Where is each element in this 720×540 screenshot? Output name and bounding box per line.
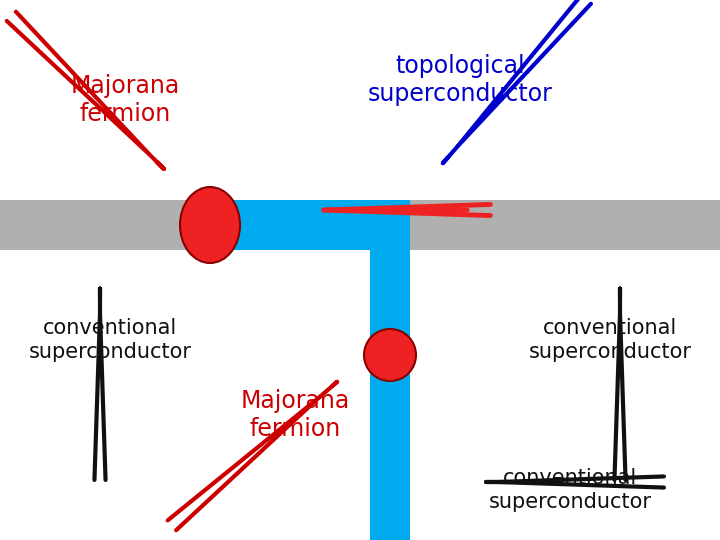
Bar (370, 200, 410, 540)
Text: conventional
superconductor: conventional superconductor (29, 319, 192, 362)
Text: conventional
superconductor: conventional superconductor (488, 468, 652, 511)
Bar (0, 200, 720, 250)
Text: Majorana
fermion: Majorana fermion (71, 74, 179, 126)
Circle shape (364, 329, 416, 381)
Text: topological
superconductor: topological superconductor (368, 54, 552, 106)
Bar (370, 340, 410, 540)
Text: conventional
superconductor: conventional superconductor (528, 319, 691, 362)
Text: Majorana
fermion: Majorana fermion (240, 389, 350, 441)
Ellipse shape (180, 187, 240, 263)
Bar (205, 200, 390, 250)
